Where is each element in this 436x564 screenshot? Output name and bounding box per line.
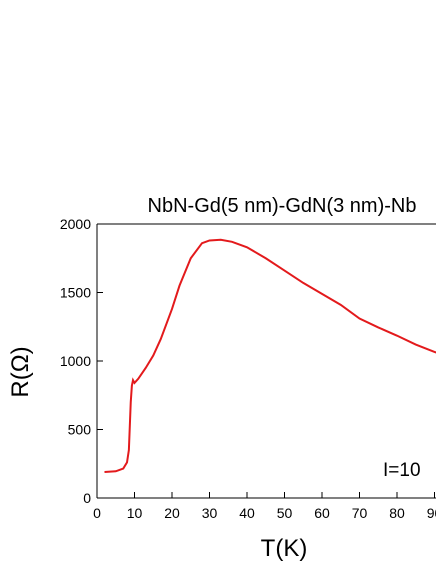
x-tick-label: 30 [202, 505, 218, 521]
annotation: I=10 [383, 460, 421, 481]
x-tick-label: 70 [352, 505, 368, 521]
y-tick-label: 500 [68, 422, 92, 438]
y-tick-label: 0 [83, 490, 91, 506]
y-tick-label: 1000 [60, 353, 91, 369]
data-line [104, 238, 436, 473]
x-tick-label: 20 [164, 505, 180, 521]
x-tick-label: 60 [314, 505, 330, 521]
y-tick-label: 1500 [60, 285, 91, 301]
y-axis-label: R(Ω) [7, 346, 34, 397]
x-axis-label: T(K) [261, 535, 308, 562]
x-tick-label: 10 [127, 505, 143, 521]
x-tick-label: 50 [277, 505, 293, 521]
x-tick-label: 80 [389, 505, 405, 521]
chart-title: NbN-Gd(5 nm)-GdN(3 nm)-Nb [148, 195, 417, 217]
y-tick-label: 2000 [60, 216, 91, 232]
x-tick-label: 40 [239, 505, 255, 521]
x-tick-label: 0 [93, 505, 101, 521]
x-tick-label: 90 [427, 505, 436, 521]
